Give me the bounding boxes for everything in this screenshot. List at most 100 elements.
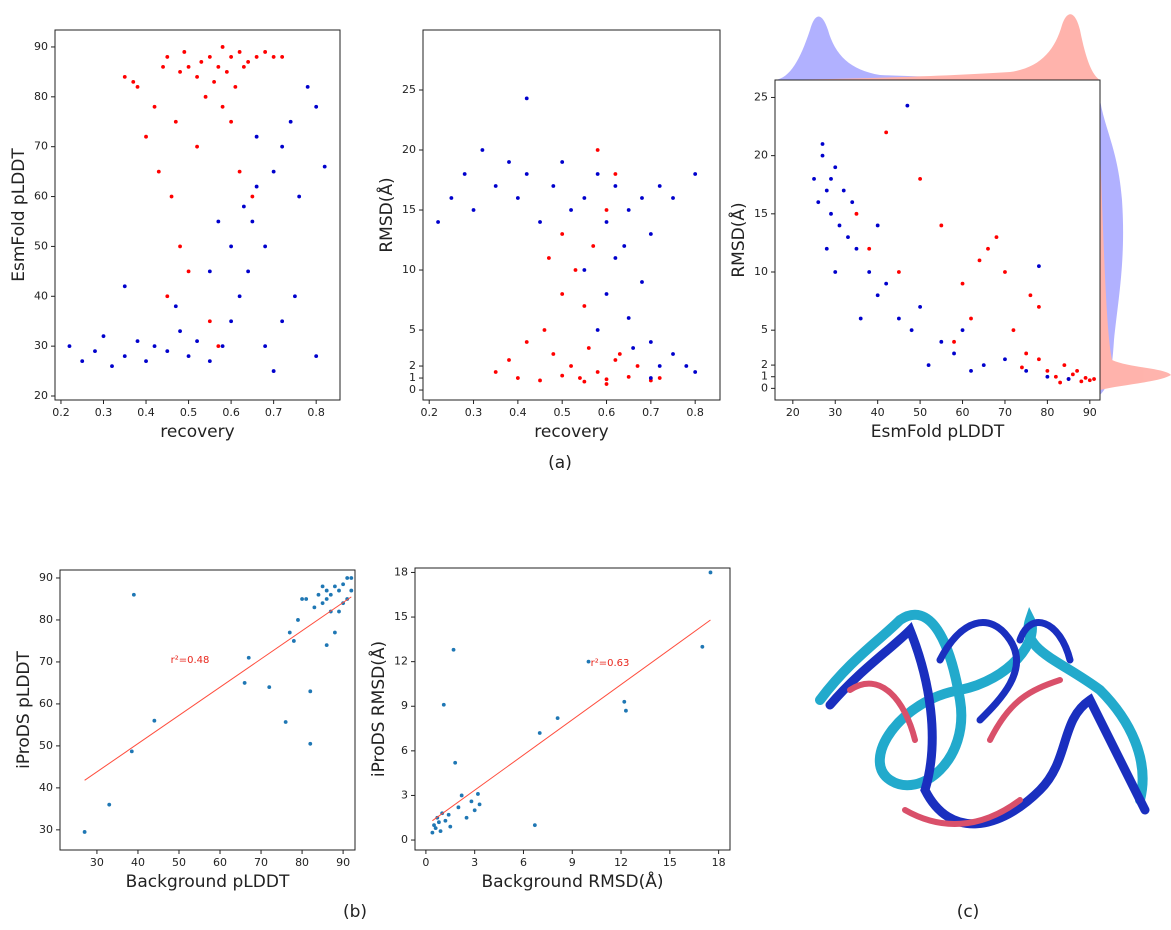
y-tick-label: 60 <box>39 697 53 710</box>
point <box>918 177 923 181</box>
x-tick-label: 12 <box>614 856 628 869</box>
point <box>640 280 644 284</box>
point <box>604 220 609 224</box>
point <box>1011 328 1016 333</box>
plot-frame <box>422 29 721 401</box>
point <box>283 720 288 724</box>
point <box>854 246 859 251</box>
y-axis-label: iProDS RMSD(Å) <box>367 641 389 777</box>
point <box>233 84 238 89</box>
y-tick-label: 80 <box>34 90 48 103</box>
point <box>648 376 653 380</box>
y-axis-label: RMSD(Å) <box>727 202 749 277</box>
x-tick-label: 0.8 <box>307 406 325 419</box>
x-tick-label: 30 <box>90 856 104 869</box>
point <box>477 802 482 807</box>
y-tick-label: 2 <box>409 359 416 372</box>
point <box>304 597 309 601</box>
y-tick-label: 25 <box>402 83 416 96</box>
point <box>456 805 461 810</box>
point <box>430 830 435 835</box>
point <box>220 344 225 349</box>
point <box>207 319 212 324</box>
point <box>507 160 511 164</box>
point <box>122 354 127 359</box>
point <box>107 802 112 807</box>
point <box>263 344 268 349</box>
point <box>314 104 319 109</box>
point <box>595 148 600 152</box>
point <box>622 244 627 248</box>
x-tick-label: 0.5 <box>180 406 198 419</box>
y-tick-label: 20 <box>754 149 768 162</box>
ribbon <box>825 621 1150 829</box>
point <box>524 172 529 176</box>
point <box>833 165 838 170</box>
y-tick-label: 40 <box>39 781 53 794</box>
point <box>156 169 161 174</box>
right-density-red <box>1100 150 1171 390</box>
x-tick-label: 40 <box>131 856 145 869</box>
y-tick-label: 15 <box>394 610 408 623</box>
point <box>820 142 825 146</box>
point <box>312 605 317 610</box>
point <box>263 50 268 54</box>
point <box>220 104 225 109</box>
point <box>459 793 464 798</box>
point <box>297 194 302 199</box>
x-tick-label: 80 <box>295 856 309 869</box>
point <box>846 235 850 239</box>
point <box>613 256 618 260</box>
point <box>144 134 148 139</box>
y-tick-label: 60 <box>34 190 48 203</box>
point <box>586 346 591 350</box>
point <box>624 708 628 713</box>
point <box>551 352 556 356</box>
point <box>165 294 170 299</box>
point <box>237 169 242 174</box>
point <box>981 363 986 367</box>
point <box>875 223 880 228</box>
point <box>178 244 182 249</box>
point <box>254 184 259 189</box>
point <box>82 830 87 834</box>
point <box>437 820 441 825</box>
point <box>671 196 675 200</box>
point <box>337 588 341 593</box>
point <box>195 339 199 344</box>
y-tick-label: 3 <box>401 788 408 801</box>
y-tick-label: 0 <box>401 833 408 846</box>
point <box>626 208 631 212</box>
plot-frame <box>54 29 341 401</box>
y-tick-label: 5 <box>409 323 416 336</box>
point <box>1028 293 1033 298</box>
point <box>952 339 956 344</box>
point <box>195 144 199 149</box>
point <box>471 208 476 212</box>
point <box>560 292 565 296</box>
point <box>345 576 350 580</box>
ribbon <box>847 677 1063 827</box>
ribbon <box>815 606 1148 805</box>
point <box>926 363 931 367</box>
x-tick-label: 15 <box>663 856 677 869</box>
point <box>449 196 454 200</box>
y-tick-label: 20 <box>402 143 416 156</box>
point <box>324 597 329 601</box>
point <box>648 340 653 344</box>
point <box>1024 351 1029 356</box>
x-tick-label: 80 <box>1040 406 1054 419</box>
point <box>613 358 618 362</box>
point <box>537 731 542 735</box>
point <box>820 153 825 158</box>
point <box>229 319 234 324</box>
point <box>524 96 529 101</box>
point <box>472 808 477 813</box>
point <box>300 597 304 601</box>
point <box>635 364 640 368</box>
y-axis-label: iProDS pLDDT <box>14 650 34 768</box>
point <box>896 270 901 274</box>
point <box>337 609 341 614</box>
x-tick-label: 0.7 <box>265 406 283 419</box>
